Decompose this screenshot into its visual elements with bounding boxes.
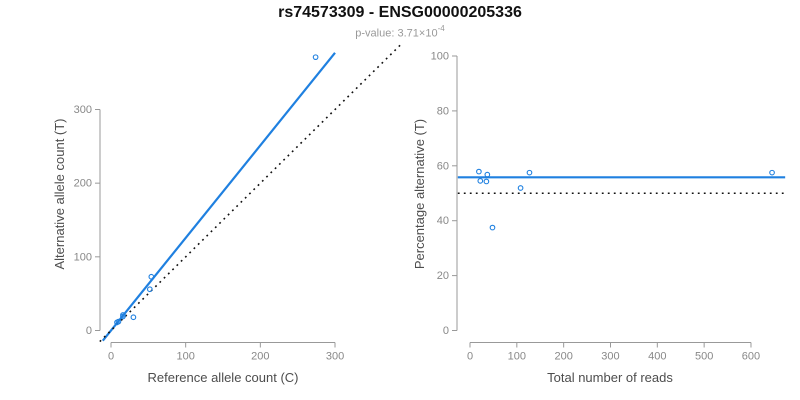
data-point [115, 318, 122, 325]
x-tick-label: 300 [326, 351, 344, 363]
y-tick-label: 200 [74, 178, 92, 190]
x-tick-label: 200 [554, 351, 572, 363]
y-tick-label: 40 [437, 215, 449, 227]
x-axis-title: Reference allele count (C) [147, 370, 298, 385]
exponent-value: -4 [437, 24, 445, 33]
data-point [476, 168, 482, 175]
y-axis-title: Alternative allele count (T) [52, 118, 67, 269]
data-point [489, 224, 496, 231]
data-point [477, 178, 484, 184]
identity-line [99, 43, 403, 343]
data-point [526, 169, 533, 176]
x-tick-label: 300 [601, 351, 619, 363]
y-axis-title: Percentage alternative (T) [412, 119, 427, 269]
times-sign: × [418, 27, 426, 40]
x-tick-label: 100 [176, 351, 194, 363]
y-tick-label: 0 [86, 325, 92, 337]
fit-line [101, 52, 336, 342]
percentage-panel: 0 100 200 300 400 500 600 0 20 40 60 80 100 Total num… [412, 51, 786, 385]
x-tick-label: 400 [648, 351, 666, 363]
x-tick-label: 100 [508, 351, 526, 363]
x-tick-label: 500 [695, 351, 713, 363]
y-tick-label: 0 [443, 325, 449, 337]
data-point [148, 273, 155, 280]
y-tick-label: 80 [437, 105, 449, 117]
y-tick-label: 60 [437, 160, 449, 172]
data-point [130, 314, 137, 321]
plot-subtitle: p-value: 3.71×10-4 [0, 24, 800, 40]
data-point [769, 169, 775, 176]
data-point [146, 286, 153, 293]
plot-title: rs74573309 - ENSG00000205336 [278, 4, 522, 21]
y-tick-label: 300 [74, 104, 92, 116]
y-tick-label: 20 [437, 270, 449, 282]
y-tick-label: 100 [74, 251, 92, 263]
x-tick-label: 0 [467, 351, 473, 363]
data-point [517, 185, 524, 191]
x-tick-label: 600 [742, 351, 760, 363]
pvalue-text: p-value: 3.71 [355, 27, 419, 40]
y-tick-label: 100 [431, 51, 449, 63]
data-point [120, 313, 126, 320]
data-point [483, 178, 490, 185]
x-tick-label: 200 [251, 351, 269, 363]
data-point [484, 171, 491, 178]
x-tick-label: 0 [108, 351, 114, 363]
data-point [312, 54, 319, 61]
exponent-base: 10 [425, 27, 438, 40]
allele-counts-panel: 0 100 200 300 0 100 200 300 Reference allele cou… [52, 43, 403, 385]
x-axis-title: Total number of reads [547, 370, 673, 385]
